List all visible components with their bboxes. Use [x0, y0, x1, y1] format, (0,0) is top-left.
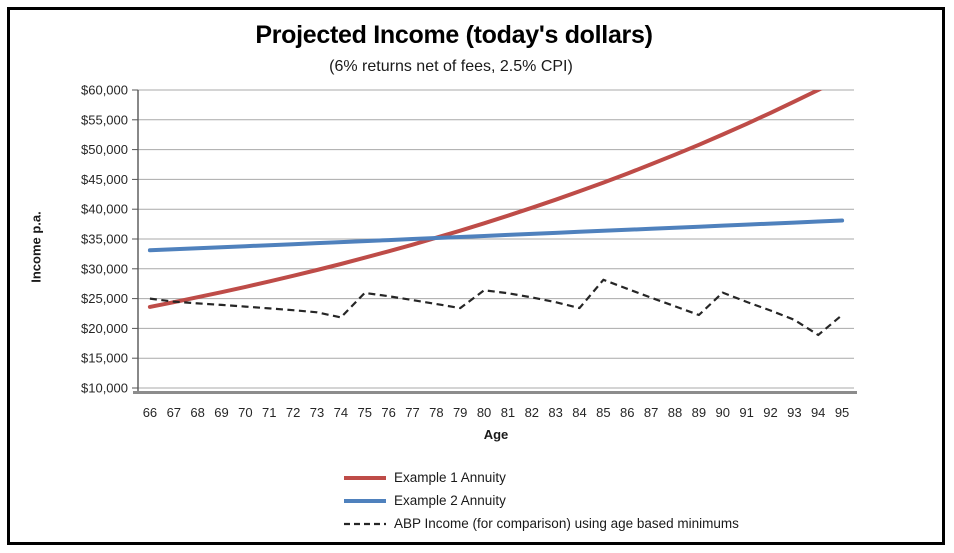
chart-legend: Example 1 Annuity Example 2 Annuity ABP … [343, 470, 739, 531]
legend-line-swatch-black-dashed-icon [344, 522, 386, 525]
legend-label-example-1-annuity: Example 1 Annuity [394, 470, 506, 485]
x-tick-label: 70 [238, 405, 252, 420]
series-line-abp-income-for-comparison-using-age-based-minimums [149, 278, 843, 337]
x-tick-label: 67 [167, 405, 181, 420]
y-tick-label: $35,000 [81, 232, 128, 247]
x-tick-label: 72 [286, 405, 300, 420]
y-tick-label: $15,000 [81, 351, 128, 366]
x-tick-label: 92 [763, 405, 777, 420]
y-tick-label: $40,000 [81, 202, 128, 217]
x-tick-label: 69 [214, 405, 228, 420]
y-tick-label: $25,000 [81, 291, 128, 306]
chart-subtitle: (6% returns net of fees, 2.5% CPI) [329, 58, 573, 75]
x-axis-title: Age [483, 427, 509, 442]
x-tick-label: 74 [334, 405, 348, 420]
x-tick-label: 88 [668, 405, 682, 420]
legend-item-example-1-annuity: Example 1 Annuity [343, 470, 739, 485]
x-tick-label: 77 [405, 405, 419, 420]
legend-label-abp-income: ABP Income (for comparison) using age ba… [394, 516, 739, 531]
x-tick-label: 80 [477, 405, 491, 420]
x-tick-label: 85 [596, 405, 610, 420]
x-tick-label: 82 [525, 405, 539, 420]
x-tick-label: 86 [620, 405, 634, 420]
x-tick-label: 91 [739, 405, 753, 420]
x-tick-label: 68 [190, 405, 204, 420]
x-tick-label: 73 [310, 405, 324, 420]
x-tick-label: 89 [692, 405, 706, 420]
x-tick-label: 78 [429, 405, 443, 420]
legend-item-example-2-annuity: Example 2 Annuity [343, 493, 739, 508]
legend-line-swatch-blue-solid-icon [344, 498, 386, 503]
legend-item-abp-income: ABP Income (for comparison) using age ba… [343, 516, 739, 531]
x-tick-label: 66 [143, 405, 157, 420]
legend-label-example-2-annuity: Example 2 Annuity [394, 493, 506, 508]
y-tick-label: $10,000 [81, 381, 128, 396]
x-tick-label: 79 [453, 405, 467, 420]
y-tick-label: $20,000 [81, 321, 128, 336]
x-tick-label: 84 [572, 405, 586, 420]
series-line-example-2-annuity [147, 218, 845, 253]
y-tick-label: $30,000 [81, 261, 128, 276]
series-line-example-1-annuity [147, 90, 823, 309]
x-tick-label: 75 [357, 405, 371, 420]
y-tick-label: $50,000 [81, 142, 128, 157]
x-tick-label: 83 [548, 405, 562, 420]
x-tick-label: 81 [501, 405, 515, 420]
x-tick-label: 71 [262, 405, 276, 420]
x-tick-label: 76 [381, 405, 395, 420]
legend-line-swatch-red-solid-icon [344, 475, 386, 480]
y-tick-label: $55,000 [81, 112, 128, 127]
x-tick-label: 87 [644, 405, 658, 420]
x-tick-label: 93 [787, 405, 801, 420]
x-tick-label: 94 [811, 405, 825, 420]
chart-title: Projected Income (today's dollars) [255, 21, 653, 49]
x-tick-label: 95 [835, 405, 849, 420]
y-tick-label: $60,000 [81, 83, 128, 98]
x-tick-label: 90 [715, 405, 729, 420]
y-tick-label: $45,000 [81, 172, 128, 187]
